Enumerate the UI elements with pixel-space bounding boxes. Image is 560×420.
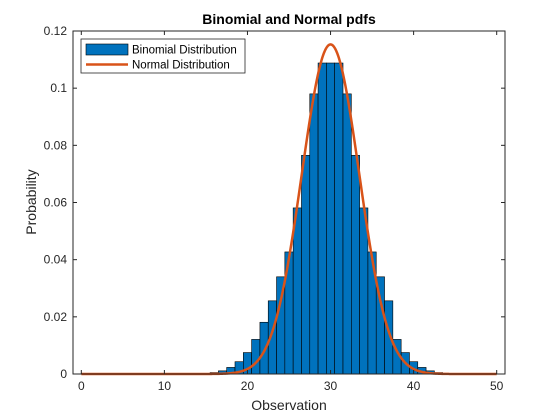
y-axis-ticks: 0 0.02 0.04 0.06 0.08 0.1 0.12: [44, 24, 505, 381]
bar: [342, 93, 352, 375]
x-tick-label: 20: [241, 379, 255, 393]
x-tick-label: 50: [490, 379, 504, 393]
y-tick-label: 0.12: [44, 24, 68, 38]
x-axis-ticks: 0 10 20 30 40 50: [78, 31, 504, 393]
bar: [301, 155, 311, 375]
x-tick-label: 10: [158, 379, 172, 393]
legend-label-normal: Normal Distribution: [132, 60, 230, 72]
binomial-bars: [193, 62, 460, 375]
legend: Binomial Distribution Normal Distributio…: [80, 38, 246, 74]
y-tick-label: 0.08: [44, 138, 68, 152]
y-tick-label: 0.06: [44, 196, 68, 210]
legend-bar-swatch: [85, 43, 129, 56]
x-tick-label: 30: [324, 379, 338, 393]
bar: [334, 62, 344, 375]
x-axis-label: Observation: [251, 397, 326, 413]
y-tick-label: 0.04: [44, 253, 68, 267]
y-tick-label: 0: [60, 367, 67, 381]
x-tick-label: 0: [78, 379, 85, 393]
bar: [292, 207, 302, 375]
bar: [309, 93, 319, 375]
bar: [317, 62, 327, 375]
chart-title: Binomial and Normal pdfs: [202, 11, 376, 27]
legend-label-binomial: Binomial Distribution: [132, 45, 237, 57]
y-axis-label: Probability: [23, 169, 39, 234]
y-tick-label: 0.02: [44, 310, 68, 324]
y-tick-label: 0.1: [50, 81, 67, 95]
x-tick-label: 40: [407, 379, 421, 393]
bar: [251, 339, 261, 375]
bar: [326, 62, 335, 375]
bar: [351, 155, 360, 375]
bar: [359, 207, 369, 375]
